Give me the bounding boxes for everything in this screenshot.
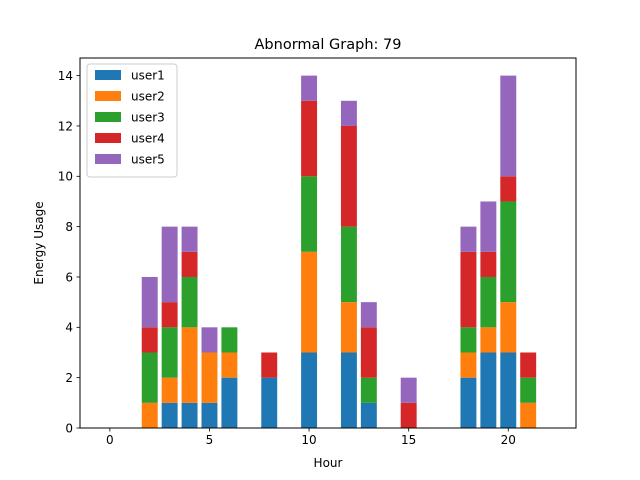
y-tick-label: 4 xyxy=(65,321,73,335)
y-tick-label: 10 xyxy=(58,170,73,184)
y-tick-label: 14 xyxy=(58,69,73,83)
bar-segment-user5 xyxy=(500,75,517,177)
legend-swatch-user3 xyxy=(95,112,121,122)
bar-segment-user1 xyxy=(500,352,517,428)
bar-segment-user3 xyxy=(141,352,158,403)
bar-segment-user4 xyxy=(360,327,377,378)
legend-label-user2: user2 xyxy=(131,90,165,104)
bar-segment-user1 xyxy=(181,402,198,428)
bar-segment-user2 xyxy=(460,352,477,378)
x-tick-label: 20 xyxy=(501,433,516,447)
bar-segment-user4 xyxy=(340,125,357,227)
legend-label-user5: user5 xyxy=(131,153,165,167)
legend: user1 user2 user3 user4 user5 xyxy=(86,63,178,178)
bar-segment-user5 xyxy=(181,226,198,252)
legend-swatch-user1 xyxy=(95,70,121,80)
legend-label-user4: user4 xyxy=(131,132,165,146)
bar-segment-user1 xyxy=(360,402,377,428)
bar-segment-user4 xyxy=(261,352,278,378)
bar-segment-user3 xyxy=(161,327,178,378)
bar-segment-user2 xyxy=(301,251,318,353)
bar-segment-user1 xyxy=(480,352,497,428)
bar-segment-user3 xyxy=(340,226,357,303)
bar-segment-user4 xyxy=(181,251,198,277)
bar-segment-user2 xyxy=(201,352,218,403)
chart-title: Abnormal Graph: 79 xyxy=(255,37,402,53)
bar-segment-user4 xyxy=(460,251,477,328)
bar-segment-user1 xyxy=(340,352,357,428)
bars-layer xyxy=(141,75,537,428)
bar-segment-user2 xyxy=(161,377,178,403)
bar-segment-user2 xyxy=(340,302,357,353)
bar-segment-user5 xyxy=(301,75,318,101)
bar-segment-user5 xyxy=(201,327,218,353)
bar-segment-user5 xyxy=(141,276,158,328)
bar-segment-user3 xyxy=(460,327,477,353)
bar-segment-user1 xyxy=(261,377,278,428)
legend-label-user3: user3 xyxy=(131,111,165,125)
bar-segment-user5 xyxy=(480,201,497,252)
bar-segment-user5 xyxy=(460,226,477,252)
bar-segment-user2 xyxy=(520,402,537,428)
bar-segment-user3 xyxy=(520,377,537,403)
bar-segment-user1 xyxy=(460,377,477,428)
bar-segment-user2 xyxy=(480,327,497,353)
bar-segment-user4 xyxy=(400,402,417,428)
bar-segment-user5 xyxy=(161,226,178,303)
x-tick-label: 5 xyxy=(206,433,214,447)
bar-segment-user1 xyxy=(161,402,178,428)
x-tick-label: 15 xyxy=(401,433,416,447)
bar-segment-user4 xyxy=(301,100,318,177)
legend-swatch-user4 xyxy=(95,133,121,143)
bar-segment-user5 xyxy=(360,302,377,328)
legend-swatch-user2 xyxy=(95,91,121,101)
y-tick-label: 6 xyxy=(65,270,73,284)
x-tick-label: 10 xyxy=(301,433,316,447)
y-tick-label: 0 xyxy=(65,421,73,435)
bar-segment-user2 xyxy=(221,352,238,378)
bar-segment-user1 xyxy=(221,377,238,428)
y-tick-label: 12 xyxy=(58,119,73,133)
y-tick-label: 8 xyxy=(65,220,73,234)
bar-segment-user3 xyxy=(500,201,517,303)
bar-segment-user2 xyxy=(141,402,158,428)
bar-segment-user3 xyxy=(480,276,497,328)
bar-segment-user3 xyxy=(181,276,198,328)
bar-segment-user1 xyxy=(201,402,218,428)
y-axis-label: Energy Usage xyxy=(32,201,46,284)
bar-segment-user2 xyxy=(181,327,198,403)
bar-segment-user5 xyxy=(340,100,357,126)
bar-segment-user4 xyxy=(141,327,158,353)
bar-segment-user3 xyxy=(360,377,377,403)
y-axis-ticks: 0 2 4 6 8 10 12 14 xyxy=(58,69,80,435)
bar-segment-user4 xyxy=(480,251,497,277)
x-axis-label: Hour xyxy=(314,456,343,470)
bar-segment-user4 xyxy=(500,176,517,202)
x-axis-ticks: 0 5 10 15 20 xyxy=(106,428,516,447)
y-tick-label: 2 xyxy=(65,371,73,385)
bar-segment-user3 xyxy=(301,176,318,252)
bar-segment-user3 xyxy=(221,327,238,353)
bar-segment-user5 xyxy=(400,377,417,403)
x-tick-label: 0 xyxy=(106,433,114,447)
plot-frame xyxy=(79,57,577,429)
bar-segment-user1 xyxy=(301,352,318,428)
bar-segment-user2 xyxy=(500,302,517,353)
legend-swatch-user5 xyxy=(95,154,121,164)
bar-segment-user4 xyxy=(520,352,537,378)
bar-segment-user4 xyxy=(161,302,178,328)
legend-label-user1: user1 xyxy=(131,69,165,83)
